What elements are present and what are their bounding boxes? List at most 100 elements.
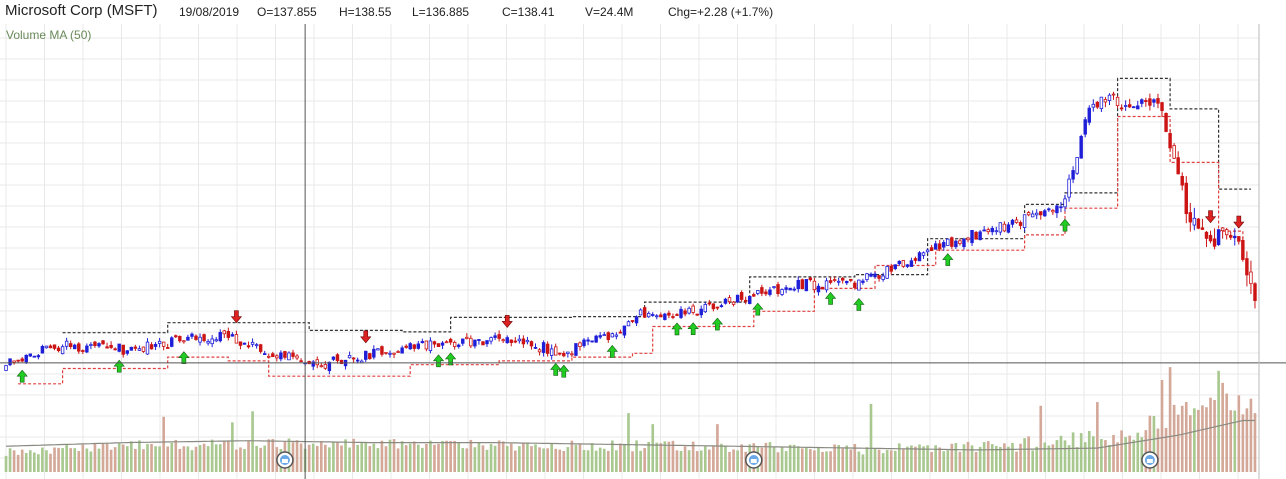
- volume-bar: [922, 446, 925, 472]
- candle: [614, 332, 619, 340]
- volume-bar: [716, 424, 719, 472]
- volume-bar: [1245, 408, 1249, 472]
- candle: [1229, 231, 1233, 240]
- candle: [1237, 236, 1241, 245]
- candle: [626, 320, 631, 327]
- candle: [594, 334, 598, 343]
- volume-bar: [202, 443, 206, 472]
- candle: [832, 276, 837, 283]
- candle: [630, 320, 635, 324]
- volume-bar: [364, 442, 368, 472]
- volume-bar: [69, 448, 73, 472]
- buy-signal-arrow: [444, 352, 457, 366]
- volume-bar: [4, 455, 8, 472]
- volume-bar: [1148, 415, 1152, 472]
- candle: [1059, 201, 1063, 213]
- candle: [679, 306, 683, 319]
- volume-bar: [267, 439, 271, 472]
- volume-bar: [57, 447, 60, 472]
- candle: [1071, 166, 1075, 184]
- candle: [105, 342, 109, 349]
- volume-bar: [740, 444, 743, 472]
- volume-bar: [392, 439, 396, 472]
- price-volume-chart[interactable]: Volume MA (50): [0, 24, 1286, 479]
- candle: [1095, 101, 1100, 109]
- sell-signal-arrow: [501, 315, 513, 328]
- volume-bar: [1132, 439, 1136, 472]
- volume-bar: [259, 447, 262, 472]
- plot-background: [0, 24, 1286, 479]
- candle: [877, 275, 881, 282]
- candle: [974, 231, 978, 240]
- volume-bar: [61, 448, 64, 472]
- volume-bar: [538, 447, 541, 472]
- candle: [1220, 227, 1225, 239]
- candle: [816, 283, 821, 296]
- volume-bar: [77, 451, 81, 472]
- volume-bar: [380, 440, 384, 472]
- stop-line-lower: [18, 115, 1244, 385]
- candle: [1160, 101, 1164, 117]
- volume-bar: [125, 446, 129, 472]
- volume-bar: [1039, 405, 1043, 472]
- candle: [691, 303, 695, 315]
- volume-bar: [178, 448, 182, 472]
- candle: [1055, 204, 1059, 218]
- volume-bar: [619, 443, 622, 472]
- candle: [950, 236, 954, 249]
- candle: [497, 330, 501, 342]
- volume-bar: [1221, 382, 1224, 472]
- event-marker-icon[interactable]: [276, 451, 294, 469]
- candle: [73, 343, 77, 350]
- volume-bar: [433, 444, 436, 472]
- volume-bar: [893, 450, 897, 472]
- volume-bar: [606, 450, 610, 472]
- volume-bar: [1217, 370, 1220, 472]
- volume-bar: [639, 450, 642, 472]
- candle: [1119, 104, 1124, 112]
- volume-bar: [477, 442, 481, 472]
- volume-bar: [1003, 443, 1006, 472]
- candle: [133, 344, 138, 351]
- volume-bar: [635, 440, 638, 472]
- volume-bar: [615, 450, 618, 472]
- volume-bar: [97, 448, 101, 472]
- volume-bar: [1079, 433, 1083, 472]
- event-marker-icon[interactable]: [1141, 451, 1159, 469]
- volume-bar: [1027, 436, 1030, 472]
- candle: [1140, 98, 1144, 108]
- volume-bar: [1205, 407, 1208, 472]
- volume-bar: [873, 448, 877, 472]
- candle: [182, 340, 186, 344]
- candle: [347, 351, 352, 359]
- candle: [1018, 220, 1023, 230]
- candle: [824, 277, 829, 293]
- candle: [60, 344, 65, 355]
- volume-bar: [1160, 380, 1164, 472]
- volume-bar: [332, 441, 335, 472]
- buy-signal-arrow: [853, 297, 865, 311]
- candle: [279, 350, 283, 362]
- volume-bar: [404, 445, 408, 472]
- candle: [1212, 228, 1217, 250]
- volume-bar: [142, 449, 145, 472]
- candle: [1144, 97, 1148, 107]
- volume-bar: [429, 440, 432, 472]
- candle: [1111, 91, 1116, 100]
- candle: [804, 279, 809, 292]
- candle: [1172, 143, 1176, 160]
- quote-change: Chg=+2.28 (+1.7%): [668, 5, 774, 19]
- candle: [469, 335, 473, 349]
- event-marker-icon[interactable]: [745, 451, 763, 469]
- candle: [376, 348, 380, 351]
- candle: [170, 336, 174, 348]
- candle: [145, 338, 150, 355]
- candle: [1132, 106, 1136, 109]
- candle: [925, 248, 930, 254]
- volume-bar: [311, 443, 315, 472]
- volume-bar: [1253, 413, 1257, 472]
- volume-bar: [736, 450, 739, 472]
- candle: [998, 222, 1003, 236]
- volume-bar: [1152, 416, 1156, 472]
- candle: [1063, 194, 1067, 212]
